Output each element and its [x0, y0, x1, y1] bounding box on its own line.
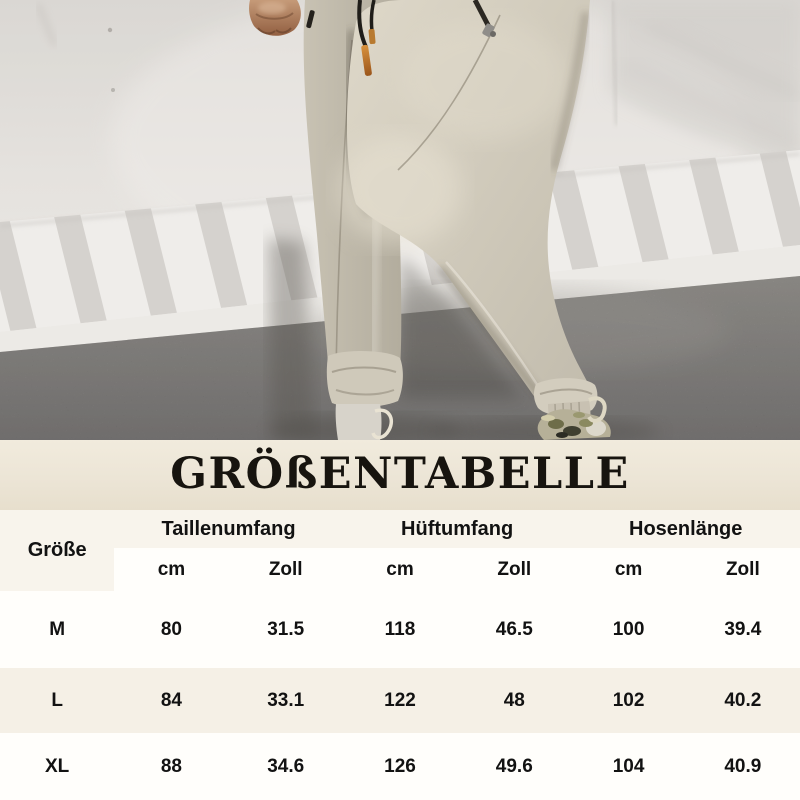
table-row-l-hip-cm: 122 [342, 668, 458, 733]
right-shoe-heel-tab [587, 396, 607, 423]
unit-header-waist-zoll: Zoll [268, 558, 303, 580]
table-row-l-waist-cm: 84 [114, 668, 229, 733]
unit-header-length-zoll: Zoll [725, 558, 760, 580]
right-shoe-camo [537, 396, 611, 440]
table-row-m-size: M [49, 618, 66, 640]
unit-header-hip-zoll: Zoll [497, 558, 532, 580]
pants-right-leg [338, 0, 611, 440]
unit-header-waist-cm: cm [157, 558, 186, 580]
drawstrings [357, 0, 376, 76]
drawstring-aglet [361, 44, 372, 76]
table-row-m-waist-zoll: 31.5 [267, 618, 305, 640]
jogger-pants-photo-illustration [0, 0, 800, 440]
size-table: Größe Taillenumfang Hüftumfang Hosenläng… [0, 510, 800, 800]
left-shoe [335, 404, 382, 440]
title-band: GRÖßENTABELLE [0, 440, 800, 510]
table-row-m-length-zoll: 39.4 [724, 618, 762, 640]
left-shoe-heel-loop [371, 408, 394, 440]
product-photo [0, 0, 800, 440]
column-header-size: Größe [0, 510, 115, 591]
table-row-m-length-cm: 100 [612, 618, 645, 640]
table-row-l-size: L [0, 668, 115, 733]
table-row-xl-hip-zoll: 49.6 [495, 755, 533, 777]
hand-fist [249, 0, 301, 36]
table-row-l-length-cm: 102 [571, 668, 686, 733]
table-row-xl-hip-cm: 126 [384, 755, 416, 777]
table-row-m-waist-cm: 80 [160, 618, 182, 640]
column-group-waist: Taillenumfang [114, 510, 343, 548]
pocket-zipper [472, 0, 496, 37]
table-row-xl-length-cm: 104 [612, 755, 645, 777]
unit-header-length-cm: cm [614, 558, 643, 580]
drawstring-aglet-short [368, 28, 376, 45]
column-group-hip: Hüftumfang [342, 510, 572, 548]
column-group-length: Hosenlänge [571, 510, 800, 548]
unit-header-hip-cm: cm [386, 558, 414, 580]
left-pocket-zipper-pull [306, 10, 315, 29]
table-row-xl-waist-cm: 88 [160, 755, 182, 777]
table-row-m-hip-zoll: 46.5 [495, 618, 533, 640]
table-row-xl-length-zoll: 40.9 [724, 755, 762, 777]
table-row-l-hip-zoll: 48 [457, 668, 572, 733]
table-row-m-hip-cm: 118 [384, 618, 416, 640]
table-row-xl-waist-zoll: 34.6 [267, 755, 305, 777]
table-row-xl-size: XL [45, 755, 70, 777]
table-row-l-length-zoll: 40.2 [685, 668, 800, 733]
page-title: GRÖßENTABELLE [170, 449, 630, 499]
table-row-l-waist-zoll: 33.1 [228, 668, 343, 733]
